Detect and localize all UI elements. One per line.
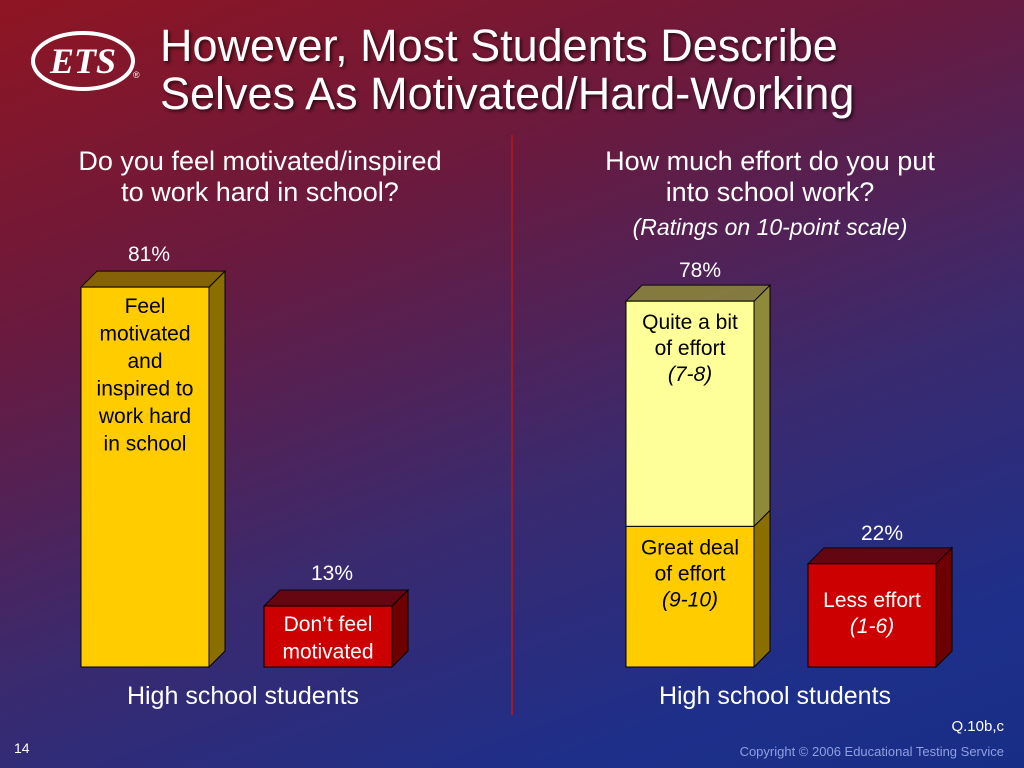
- bar-1-segment-2-top: [624, 284, 772, 302]
- bar-label-motivated-line-5: work hard: [98, 405, 191, 428]
- bar-motivated: [80, 286, 210, 668]
- bar-1-segment-2-range-label: (7-8): [668, 363, 712, 386]
- bar-2-segment-1-label-line-1: Less effort: [823, 589, 921, 612]
- question-reference: Q.10b,c: [951, 718, 1004, 735]
- total-label-bar-1: 78%: [679, 259, 721, 282]
- bar-1-segment-1-side: [753, 509, 771, 669]
- bar-1-segment-1-range-label: (9-10): [662, 588, 718, 611]
- bar-1-segment-2: [625, 300, 755, 527]
- bar-label-not-motivated-line-1: Don’t feel: [284, 613, 373, 636]
- bar-not-motivated: [263, 605, 393, 668]
- left-question: Do you feel motivated/inspired to work h…: [20, 146, 500, 208]
- bar-label-motivated-line-6: in school: [104, 433, 187, 456]
- bar-1-segment-2-label-line-2: of effort: [655, 337, 726, 360]
- page-title-line-2: Selves As Motivated/Hard-Working: [160, 68, 855, 119]
- logo-text: ETS: [49, 41, 116, 81]
- page-title-line-1: However, Most Students Describe: [160, 20, 838, 71]
- bar-label-motivated-line-3: and: [127, 350, 162, 373]
- bar-motivated-side: [208, 269, 226, 669]
- left-question-line-2: to work hard in school?: [121, 177, 399, 207]
- panel-divider: [511, 135, 513, 715]
- bar-2-segment-1-side: [935, 546, 953, 669]
- rating-scale-note: (Ratings on 10-point scale): [632, 214, 908, 240]
- total-label-bar-2: 22%: [861, 522, 903, 545]
- bar-label-motivated-line-1: Feel: [125, 295, 166, 318]
- bar-1-segment-1-label-line-1: Great deal: [641, 536, 739, 559]
- ets-logo: ETS ®: [31, 31, 140, 91]
- bar-not-motivated-top: [262, 589, 410, 607]
- bar-2-segment-1-range-label: (1-6): [850, 615, 894, 638]
- bar-1-segment-2-side: [753, 283, 771, 528]
- right-question: How much effort do you put into school w…: [520, 146, 1020, 208]
- bar-label-motivated-line-4: inspired to: [97, 378, 194, 401]
- bar-label-motivated-line-2: motivated: [99, 323, 190, 346]
- value-label-motivated: 81%: [128, 243, 170, 266]
- left-question-line-1: Do you feel motivated/inspired: [78, 146, 442, 176]
- page-title: However, Most Students Describe Selves A…: [160, 22, 1010, 118]
- logo-registered-mark: ®: [133, 70, 140, 80]
- right-question-line-1: How much effort do you put: [605, 146, 935, 176]
- bar-1-segment-1: [625, 525, 755, 668]
- bar-1-segment-2-label-line-1: Quite a bit: [642, 311, 738, 334]
- right-question-line-2: into school work?: [665, 177, 875, 207]
- bar-1-segment-1-label-line-2: of effort: [655, 562, 726, 585]
- bar-motivated-top: [79, 270, 227, 288]
- slide-number: 14: [14, 740, 30, 756]
- bar-2-segment-1: [807, 563, 937, 668]
- bar-2-segment-1-top: [806, 547, 954, 565]
- right-x-axis-label: High school students: [658, 682, 892, 710]
- copyright-notice: Copyright © 2006 Educational Testing Ser…: [739, 744, 1004, 759]
- bar-label-not-motivated-line-2: motivated: [282, 641, 373, 664]
- left-x-axis-label: High school students: [126, 682, 360, 710]
- value-label-not-motivated: 13%: [311, 562, 353, 585]
